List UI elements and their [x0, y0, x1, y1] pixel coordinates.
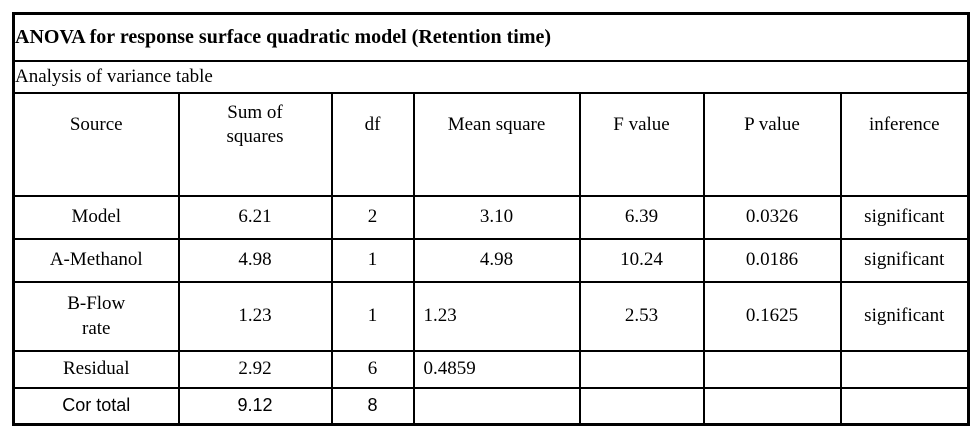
cell-residual-f-value	[578, 350, 705, 389]
cell-model-p-value: 0.0326	[702, 195, 842, 240]
cell-a-methanol-p-value: 0.0186	[702, 238, 842, 283]
cell-cor-total-sum-of-squares: 9.12	[177, 387, 333, 426]
cell-b-flow-rate-source: B-Flow rate	[12, 281, 180, 352]
cell-residual-mean-square: 0.4859	[412, 350, 581, 389]
column-header-inference: inference	[839, 92, 970, 197]
anova-table: ANOVA for response surface quadratic mod…	[12, 12, 971, 426]
row-b-flow-rate: B-Flow rate 1.23 1 1.23 2.53 0.1625 sign…	[12, 281, 970, 352]
cell-residual-inference	[839, 350, 970, 389]
column-header-source-label: Source	[69, 114, 123, 136]
column-header-f-value-label: F value	[613, 114, 670, 136]
cell-residual-sum-of-squares: 2.92	[177, 350, 333, 389]
column-header-mean-square-label: Mean square	[447, 114, 546, 136]
cell-a-methanol-sum-of-squares: 4.98	[177, 238, 333, 283]
cell-residual-source: Residual	[12, 350, 180, 389]
column-header-sum-of-squares-label: Sum of squares	[226, 102, 284, 147]
cell-b-flow-rate-sum-of-squares: 1.23	[177, 281, 333, 352]
cell-cor-total-mean-square	[412, 387, 581, 426]
column-header-source: Source	[12, 92, 180, 197]
cell-cor-total-inference	[839, 387, 970, 426]
cell-model-mean-square: 3.10	[412, 195, 581, 240]
cell-b-flow-rate-mean-square: 1.23	[412, 281, 581, 352]
cell-b-flow-rate-df: 1	[330, 281, 415, 352]
column-header-mean-square: Mean square	[412, 92, 581, 197]
row-model: Model 6.21 2 3.10 6.39 0.0326 significan…	[12, 195, 970, 240]
subtitle-row: Analysis of variance table	[12, 60, 970, 94]
cell-cor-total-df: 8	[330, 387, 415, 426]
row-residual: Residual 2.92 6 0.4859	[12, 350, 970, 389]
cell-cor-total-f-value	[578, 387, 705, 426]
cell-b-flow-rate-f-value: 2.53	[578, 281, 705, 352]
column-header-p-value: P value	[702, 92, 842, 197]
cell-residual-df: 6	[330, 350, 415, 389]
row-cor-total: Cor total 9.12 8	[12, 387, 970, 426]
column-header-sum-of-squares: Sum of squares	[177, 92, 333, 197]
cell-b-flow-rate-inference: significant	[839, 281, 970, 352]
cell-a-methanol-inference: significant	[839, 238, 970, 283]
column-header-f-value: F value	[578, 92, 705, 197]
cell-model-inference: significant	[839, 195, 970, 240]
title-row: ANOVA for response surface quadratic mod…	[12, 12, 970, 62]
cell-a-methanol-f-value: 10.24	[578, 238, 705, 283]
column-header-inference-label: inference	[868, 114, 940, 136]
row-a-methanol: A-Methanol 4.98 1 4.98 10.24 0.0186 sign…	[12, 238, 970, 283]
cell-cor-total-p-value	[702, 387, 842, 426]
cell-model-df: 2	[330, 195, 415, 240]
cell-model-sum-of-squares: 6.21	[177, 195, 333, 240]
cell-b-flow-rate-p-value: 0.1625	[702, 281, 842, 352]
column-header-df: df	[330, 92, 415, 197]
cell-residual-p-value	[702, 350, 842, 389]
cell-a-methanol-source: A-Methanol	[12, 238, 180, 283]
header-row: Source Sum of squares df Mean square F v…	[12, 92, 970, 197]
cell-cor-total-source: Cor total	[12, 387, 180, 426]
table-title: ANOVA for response surface quadratic mod…	[12, 12, 970, 62]
cell-model-f-value: 6.39	[578, 195, 705, 240]
column-header-df-label: df	[364, 114, 381, 136]
cell-model-source: Model	[12, 195, 180, 240]
cell-a-methanol-mean-square: 4.98	[412, 238, 581, 283]
cell-a-methanol-df: 1	[330, 238, 415, 283]
table-subtitle: Analysis of variance table	[12, 60, 970, 94]
column-header-p-value-label: P value	[744, 114, 800, 136]
